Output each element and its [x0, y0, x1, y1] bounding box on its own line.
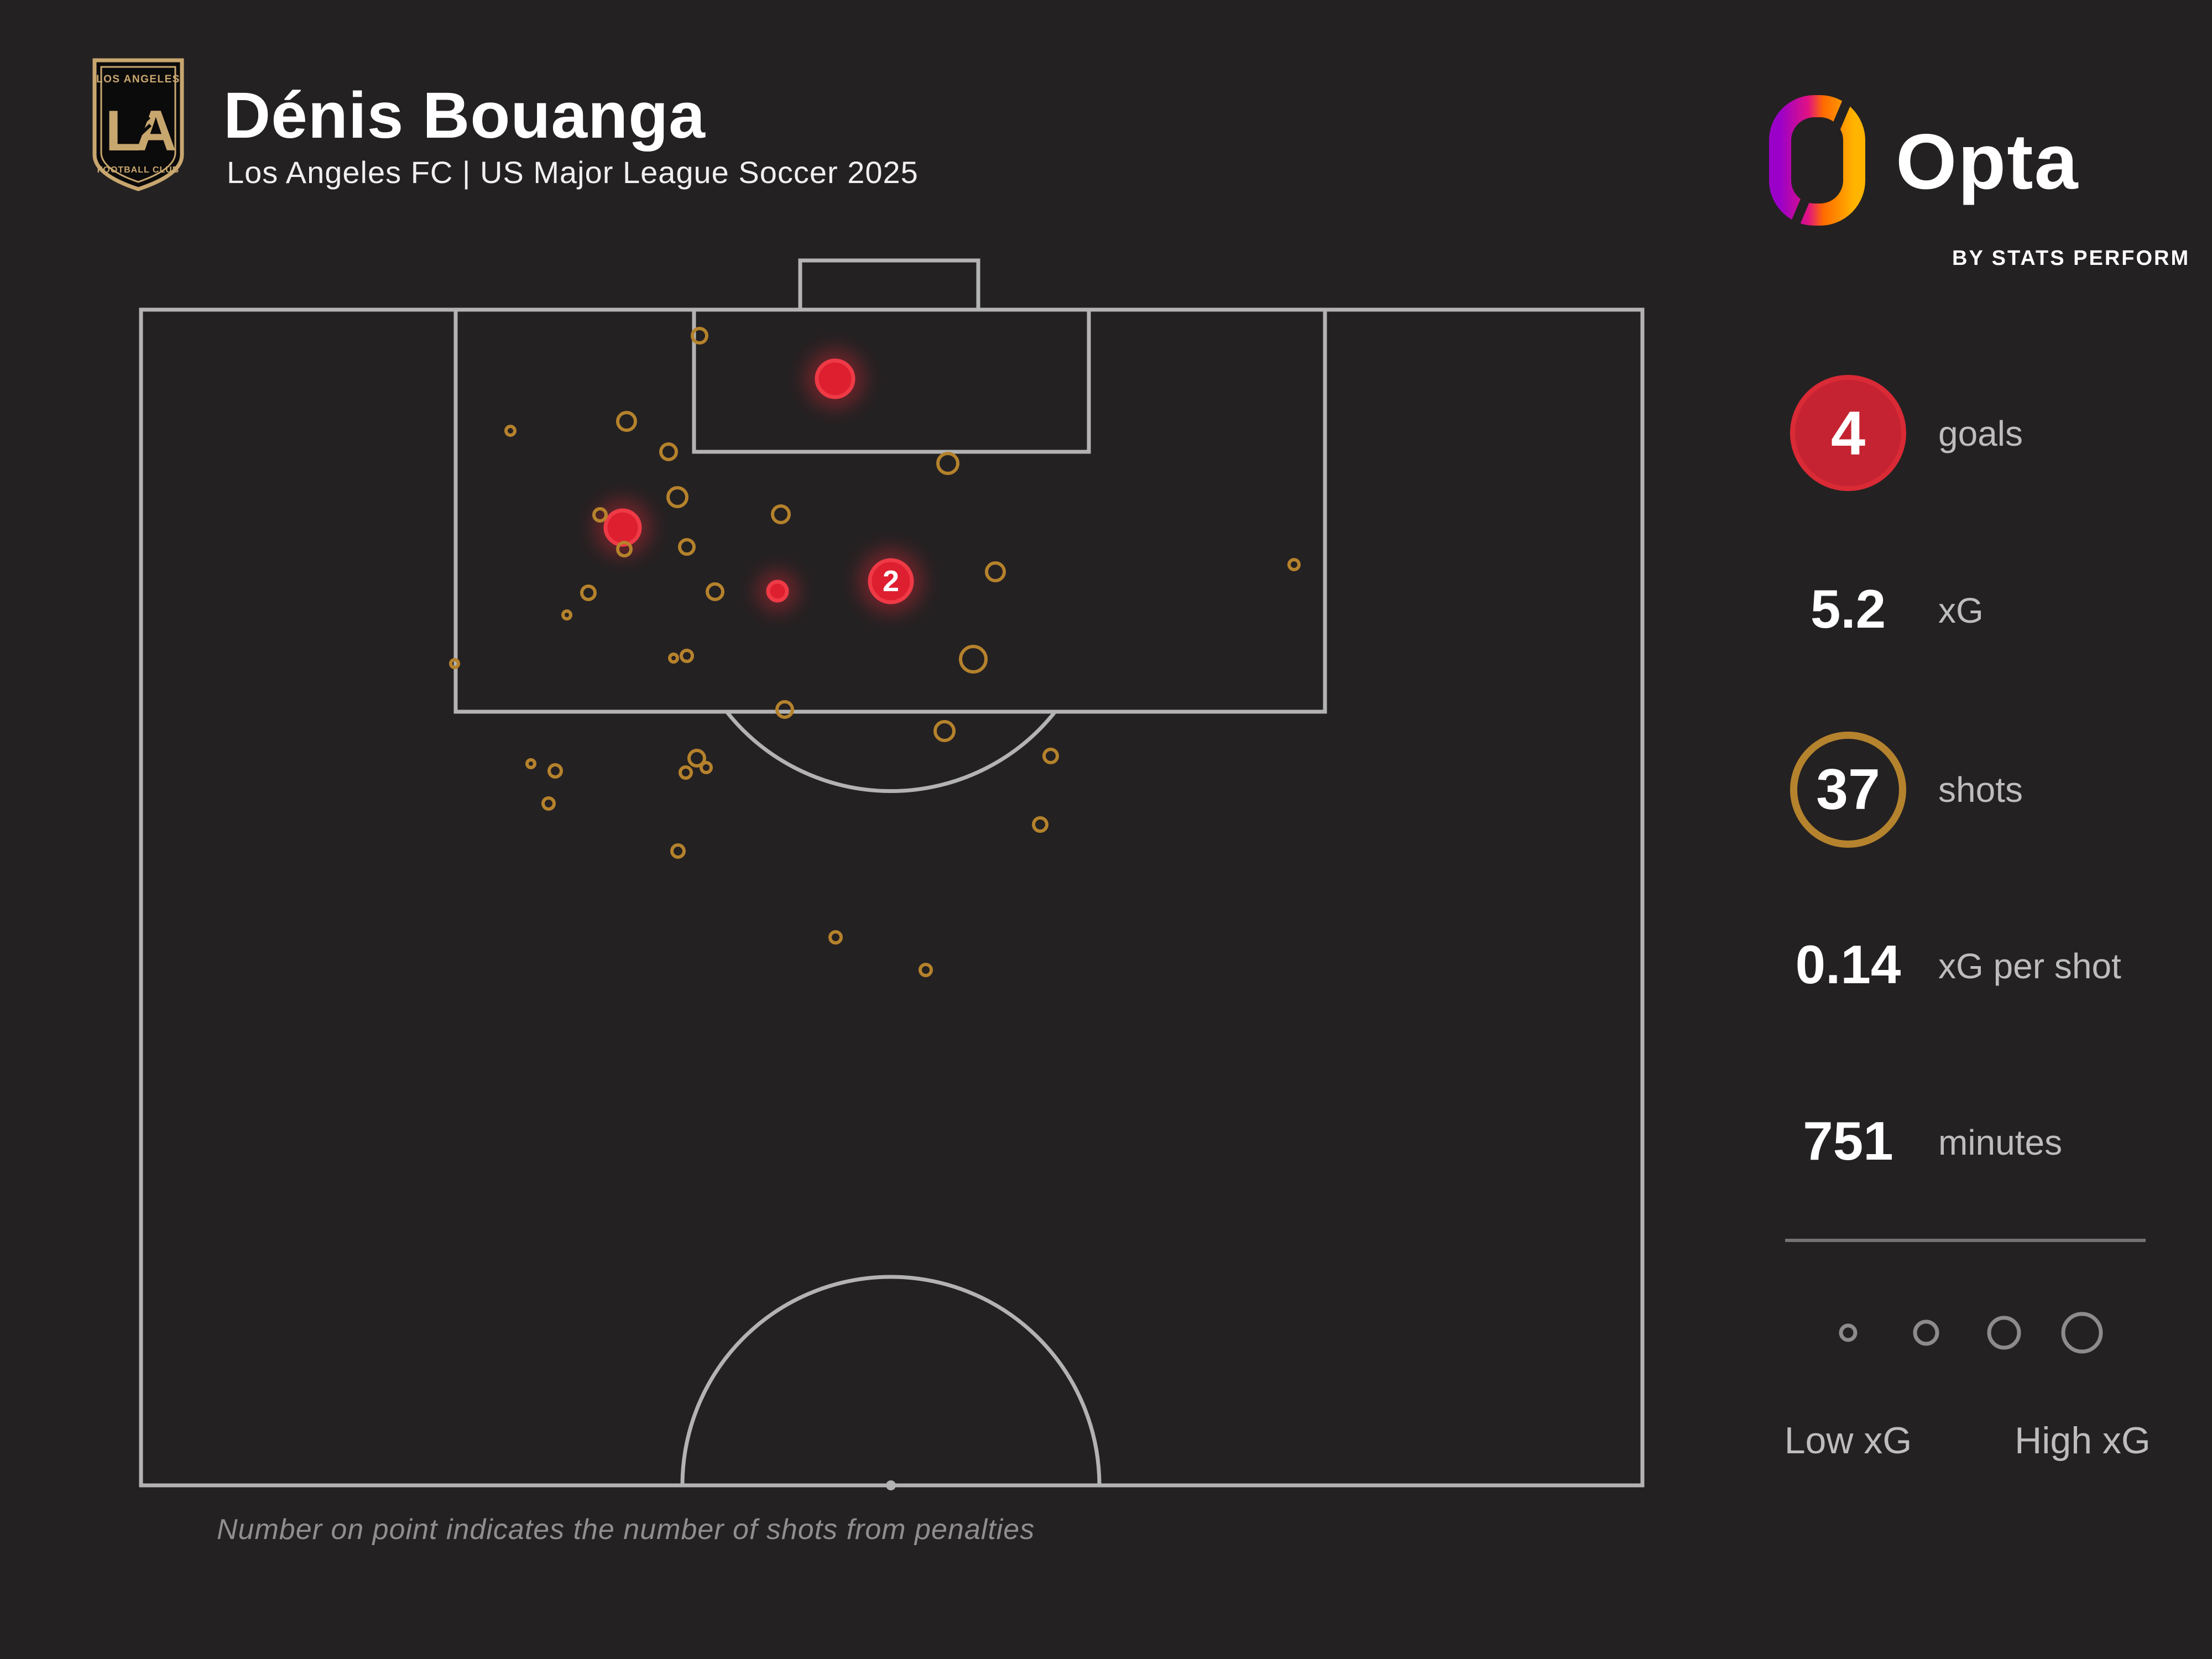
goals-value: 4: [1830, 398, 1866, 468]
xg-label: xG: [1938, 591, 1984, 630]
pitch-outline: [139, 307, 1645, 1488]
goals-badge: 4: [1790, 375, 1906, 491]
shot-point: [771, 504, 791, 524]
shot-point: [919, 963, 933, 977]
shots-value: 37: [1816, 757, 1880, 822]
lafc-crest-logo: LOS ANGELES LA FOOTBALL CLUB: [92, 58, 184, 191]
shots-badge: 37: [1790, 732, 1906, 848]
goal-point: [766, 580, 789, 603]
six-yard-box: [692, 307, 1091, 454]
shot-point: [592, 507, 608, 523]
shot-point: [659, 442, 678, 461]
shot-point: [561, 609, 572, 620]
xg-value: 5.2: [1810, 578, 1886, 639]
shot-point: [706, 582, 724, 601]
shot-point: [680, 649, 694, 663]
shot-point: [504, 425, 517, 437]
shot-point: [775, 700, 794, 719]
shot-point: [449, 658, 460, 669]
shot-point: [828, 930, 843, 945]
shot-point: [1287, 558, 1301, 571]
shot-points: 2: [449, 327, 1301, 977]
page-subtitle: Los Angeles FC | US Major League Soccer …: [227, 155, 919, 190]
goal-point: [868, 558, 914, 604]
shot-point: [679, 765, 693, 780]
page-title: Dénis Bouanga: [223, 79, 706, 152]
shot-point: [580, 585, 597, 601]
crest-shield: [92, 58, 184, 191]
shot-point: [700, 761, 713, 774]
shot-point: [616, 541, 633, 557]
shot-point: [691, 327, 708, 345]
goal-point: [603, 508, 642, 547]
shot-point: [678, 538, 696, 556]
shot-point: [666, 486, 688, 508]
xg-per-shot-label: xG per shot: [1938, 946, 2121, 986]
shot-point: [936, 452, 959, 475]
shot-point: [541, 796, 556, 811]
crest-inner-line: [100, 66, 176, 183]
penalty-arc: [725, 710, 1057, 793]
sidebar-divider: [1785, 1239, 2146, 1242]
pitch-lines: [139, 258, 1645, 1488]
xg-per-shot-value: 0.14: [1795, 934, 1901, 995]
goal-frame: [798, 258, 980, 312]
crest-club-text: FOOTBALL CLUB: [97, 165, 180, 175]
shots-label: shots: [1938, 770, 2023, 810]
shot-point: [670, 843, 686, 859]
goal-point: [815, 358, 855, 399]
shot-point: [687, 749, 706, 768]
shot-point: [1032, 816, 1048, 833]
shot-point: [616, 411, 637, 432]
shot-point: [959, 645, 988, 674]
shot-point: [547, 763, 563, 779]
penalty-count-label: 2: [883, 565, 899, 598]
crest-city-text: LOS ANGELES: [96, 74, 180, 85]
shot-point: [1042, 748, 1059, 764]
minutes-value: 751: [1803, 1110, 1893, 1171]
goals-label: goals: [1938, 414, 2023, 453]
opta-wordmark: Opta: [1896, 118, 2079, 206]
shot-point: [985, 561, 1006, 582]
center-spot: [886, 1480, 896, 1490]
penalty-box: [453, 307, 1327, 714]
opta-byline: BY STATS PERFORM: [1952, 247, 2190, 270]
penalty-footnote: Number on point indicates the number of …: [217, 1514, 1035, 1546]
shot-point: [525, 758, 536, 769]
legend-low-label: Low xG: [1784, 1420, 1912, 1462]
shot-point: [933, 720, 956, 742]
minutes-label: minutes: [1938, 1123, 2063, 1162]
shot-point: [668, 653, 679, 664]
crest-wing-icon: [122, 100, 152, 143]
legend-high-label: High xG: [2015, 1420, 2151, 1462]
opta-logo-icon: [1769, 95, 1865, 226]
center-circle-arc: [680, 1275, 1102, 1486]
